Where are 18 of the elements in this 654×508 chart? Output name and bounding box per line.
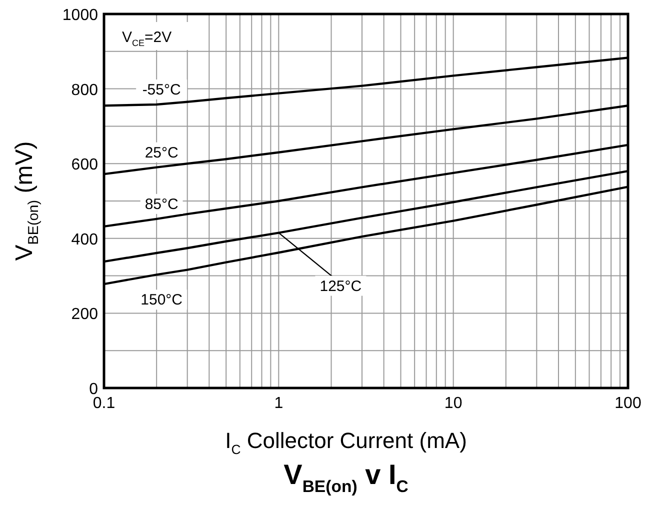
series-label: -55°C — [142, 82, 181, 99]
x-axis-title: I$_{C}$ Collector Current (mA) — [225, 428, 467, 457]
series-label: 150°C — [140, 292, 183, 309]
y-tick-label: 400 — [71, 231, 98, 248]
y-tick-label: 800 — [71, 82, 98, 99]
x-tick-label: 10 — [444, 395, 462, 412]
series-label: 25°C — [144, 144, 179, 162]
y-tick-label: 1000 — [62, 7, 98, 24]
annotation: V$_{CE}$=2V — [122, 29, 172, 48]
y-tick-label: 200 — [71, 306, 98, 324]
x-tick-label: 100 — [614, 395, 642, 412]
y-tick-label: 0 — [89, 381, 98, 398]
x-tick-label: 0.1 — [92, 395, 116, 412]
text: 125°C — [320, 278, 362, 295]
y-tick-label: 600 — [71, 156, 98, 174]
series-label: 85°C — [144, 196, 179, 213]
x-tick-label: 1 — [274, 395, 284, 412]
text: V$_{BE(on)}$ v I$_{C}$ — [284, 459, 408, 496]
